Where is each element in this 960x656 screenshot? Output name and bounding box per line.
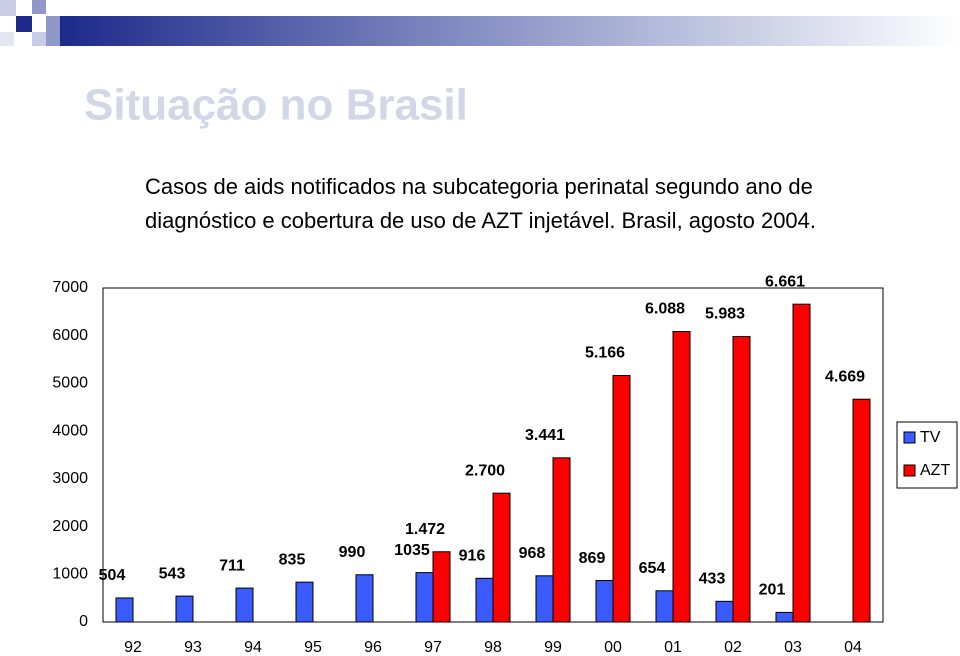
x-tick-label: 99 [544,639,562,656]
bar [655,590,674,623]
bar [432,551,451,623]
data-label: 543 [159,565,186,582]
data-label: 968 [519,545,546,562]
bar [475,577,494,623]
bar [355,574,374,623]
data-label: 869 [579,550,606,567]
x-tick-label: 03 [784,639,802,656]
data-label: 2.700 [465,462,505,479]
data-label: 6.088 [645,301,685,318]
data-label: 835 [279,551,306,568]
bar [792,303,811,623]
x-tick-label: 95 [304,639,322,656]
chart-title: diagnóstico e cobertura de uso de AZT in… [145,208,816,233]
y-tick-label: 3000 [52,470,88,487]
y-tick-label: 0 [79,613,88,630]
bar [775,611,794,623]
data-label: 711 [219,557,245,574]
bar [595,580,614,623]
x-tick-label: 01 [664,639,682,656]
x-tick-label: 97 [424,639,442,656]
x-tick-label: 98 [484,639,502,656]
y-tick-label: 4000 [52,422,88,439]
data-label: 3.441 [525,427,565,444]
legend-swatch [903,431,916,444]
bar [732,336,751,623]
data-label: 201 [759,582,786,599]
y-tick-label: 7000 [52,279,88,296]
x-tick-label: 96 [364,639,382,656]
bar [235,587,254,623]
data-label: 6.661 [765,273,805,290]
bar [535,575,554,623]
bar [295,581,314,623]
data-label: 654 [639,560,666,577]
data-label: 1.472 [405,521,445,538]
legend-swatch [903,464,916,477]
chart-title: Casos de aids notificados na subcategori… [145,174,813,199]
x-tick-label: 92 [124,639,142,656]
bar [492,492,511,623]
data-label: 916 [459,548,486,565]
slide-title: Situação no Brasil [84,81,468,130]
y-tick-label: 1000 [52,566,88,583]
y-tick-label: 2000 [52,518,88,535]
x-tick-label: 04 [844,639,862,656]
x-tick-label: 02 [724,639,742,656]
bar [672,331,691,623]
data-label: 433 [699,571,726,588]
bar [852,398,871,623]
x-tick-label: 00 [604,639,622,656]
x-tick-label: 94 [244,639,262,656]
bar [115,597,134,623]
bar [175,595,194,623]
y-tick-label: 6000 [52,327,88,344]
x-tick-label: 93 [184,639,202,656]
data-label: 1035 [394,542,430,559]
legend [896,421,958,489]
header-decoration [0,0,960,46]
bar [415,572,434,623]
data-label: 5.166 [585,345,625,362]
data-label: 990 [339,544,366,561]
bar [612,375,631,623]
data-label: 4.669 [825,368,865,385]
y-tick-label: 5000 [52,375,88,392]
legend-label: AZT [920,462,950,479]
legend-label: TV [920,429,941,446]
data-label: 5.983 [705,306,745,323]
bar [715,600,734,623]
bar [552,457,571,623]
data-label: 504 [99,567,126,584]
